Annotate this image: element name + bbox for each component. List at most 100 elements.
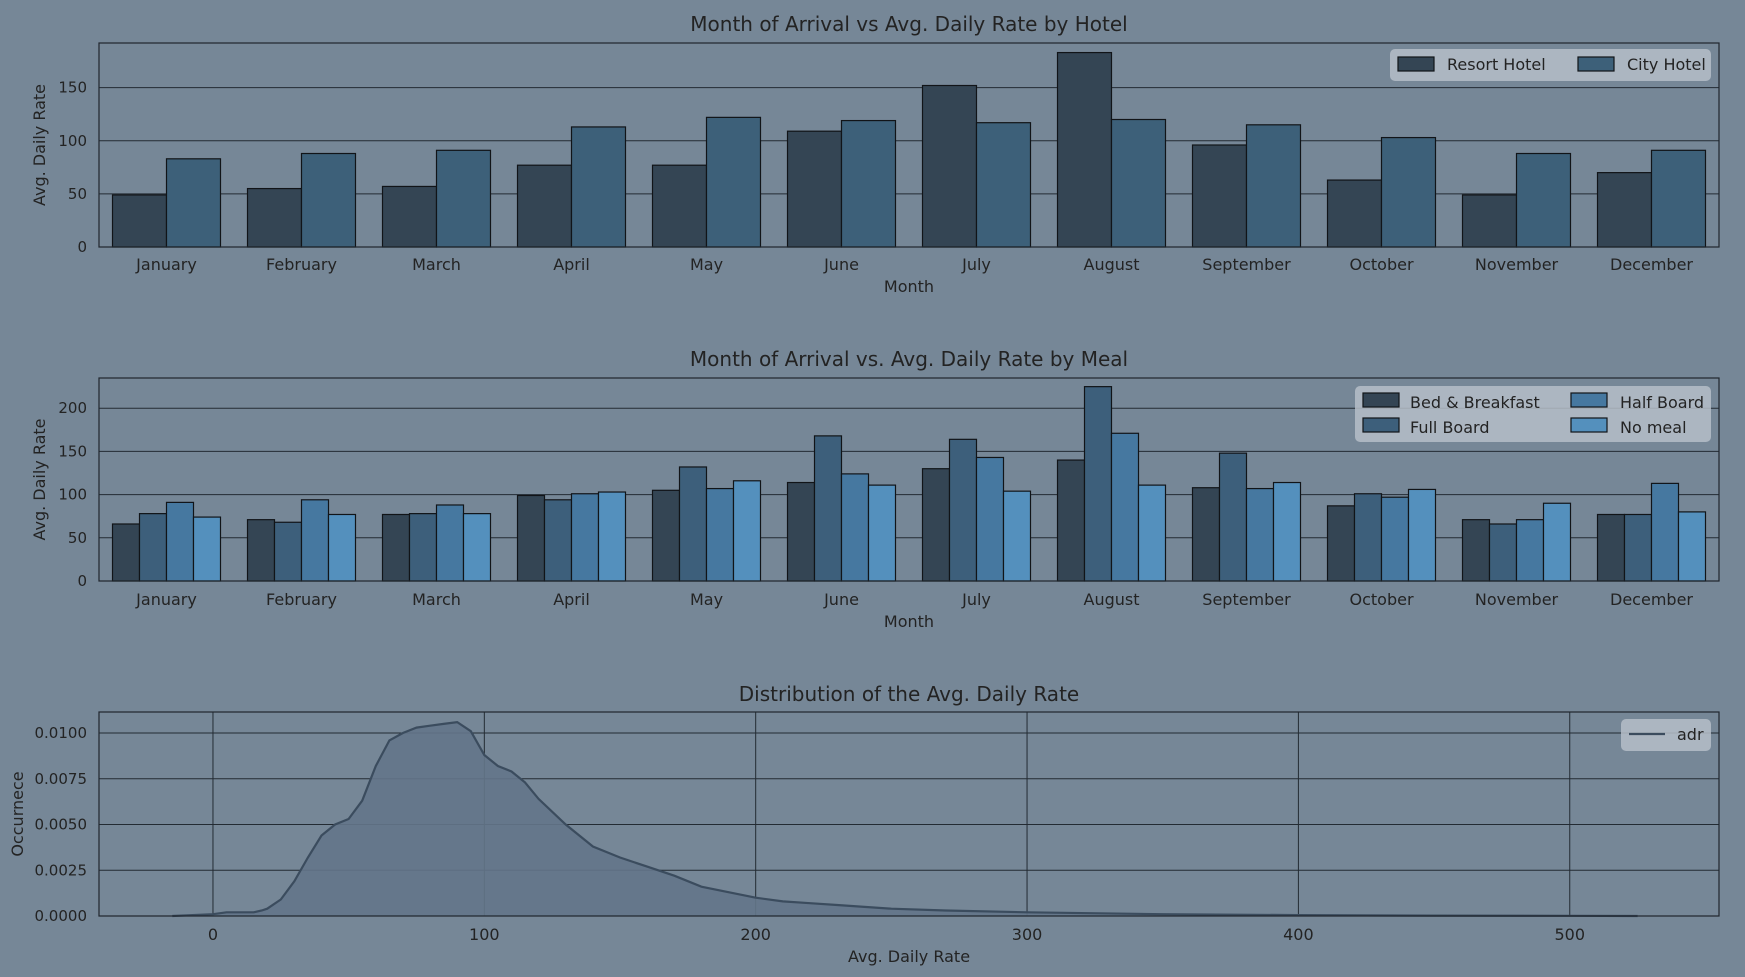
x-tick-label: August [1084,255,1140,274]
chart-3: 0.0000 0.0025 0.0050 0.0075 0.0100 0 100 200 300… [8,682,1720,966]
x-tick-label: April [553,590,590,609]
bar [705,116,762,248]
y-tick-label: 200 [58,399,87,417]
legend-swatch [1397,56,1435,72]
bar [840,119,897,248]
bar [1623,513,1653,582]
bar [651,489,681,582]
x-tick-label: May [690,590,723,609]
legend: Resort Hotel City Hotel [1390,49,1711,81]
density-area [172,722,1638,916]
bar [1002,490,1032,582]
bar [1056,459,1086,582]
bar [516,164,573,248]
bar [975,122,1032,248]
legend-swatch [1362,417,1400,433]
bar [1488,523,1518,582]
bar [1056,51,1113,248]
x-tick-label: October [1349,590,1413,609]
x-tick-label: February [266,590,337,609]
bar [1110,432,1140,582]
bar [570,493,600,582]
bar [1407,488,1437,582]
legend-label: adr [1677,725,1704,744]
bar [1326,179,1383,248]
bar [111,194,168,248]
chart-title: Distribution of the Avg. Daily Rate [739,682,1079,706]
bar [651,164,708,248]
density-line [172,720,1638,918]
bar [786,481,816,582]
bar [1083,386,1113,582]
y-axis-label: Avg. Daily Rate [30,418,49,540]
y-tick-label: 50 [68,529,87,547]
y-tick-label: 100 [58,132,87,150]
bar [462,513,492,582]
bar [1461,519,1491,582]
x-tick-label: October [1349,255,1413,274]
bar [867,484,897,582]
x-tick-label: 0 [208,925,218,944]
x-tick-label: January [135,590,197,609]
bar [1650,149,1707,248]
bar [921,84,978,248]
x-tick-label: July [961,590,991,609]
legend-label: No meal [1620,418,1687,437]
x-tick-label: August [1084,590,1140,609]
legend-label: Resort Hotel [1447,55,1546,74]
bar [1596,513,1626,582]
x-tick-label: 500 [1554,925,1585,944]
bar [597,491,627,582]
x-tick-label: 200 [740,925,771,944]
x-tick-label: 400 [1283,925,1314,944]
x-axis-label: Month [884,277,934,296]
bar [273,521,303,582]
bar [192,516,222,582]
bar [327,513,357,582]
bar [111,523,141,582]
bar [1542,502,1572,582]
chart-2: 0 50 100 150 200 January February March April May… [30,347,1720,631]
y-tick-label: 0 [77,572,87,590]
bar [300,152,357,248]
bar [1191,144,1248,248]
bar [1110,118,1167,248]
legend-box [1390,49,1711,81]
bar [1218,452,1248,582]
x-tick-label: September [1202,255,1291,274]
bar [246,519,276,582]
bar [921,468,951,582]
chart-1: 0 50 100 150 January February March April May Jun… [30,12,1720,296]
x-tick-label: April [553,255,590,274]
bar [1326,505,1356,582]
legend-label: City Hotel [1627,55,1706,74]
y-tick-label: 0.0100 [35,724,88,742]
y-tick-label: 50 [68,185,87,203]
legend-label: Half Board [1620,393,1704,412]
bar [165,158,222,248]
bar [165,501,195,582]
bar [435,149,492,248]
x-tick-label: 100 [469,925,500,944]
legend-label: Full Board [1410,418,1489,437]
bar [1515,152,1572,248]
bar [138,513,168,582]
chart-title: Month of Arrival vs Avg. Daily Rate by H… [690,12,1127,36]
x-axis-label: Avg. Daily Rate [848,947,970,966]
chart-title: Month of Arrival vs. Avg. Daily Rate by … [690,347,1128,371]
x-tick-label: March [412,255,461,274]
y-tick-label: 150 [58,442,87,460]
x-tick-label: June [823,255,859,274]
bar [381,185,438,248]
x-tick-label: March [412,590,461,609]
legend-swatch [1570,417,1608,433]
x-tick-label: November [1475,590,1559,609]
plot-frame [98,377,1720,582]
x-tick-label: June [823,590,859,609]
bar [300,499,330,582]
bar [516,494,546,582]
legend-box [1355,386,1711,442]
bar [1353,493,1383,582]
bar [732,480,762,582]
